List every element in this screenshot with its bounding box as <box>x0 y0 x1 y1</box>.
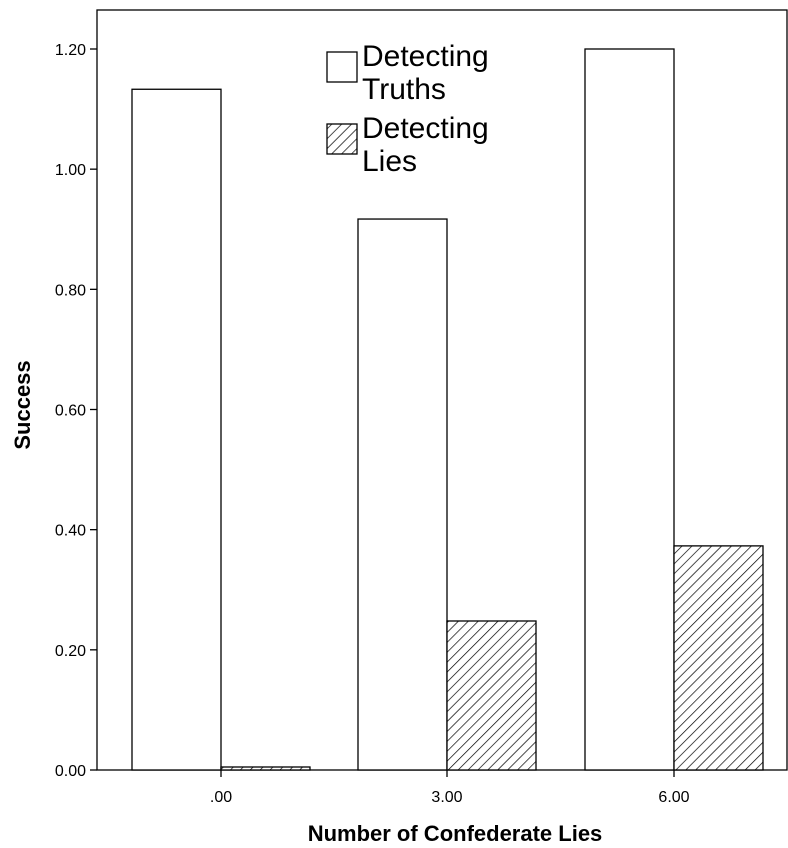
bars <box>131 48 764 771</box>
bar-detecting-truths <box>357 218 448 771</box>
x-axis-title: Number of Confederate Lies <box>308 821 603 846</box>
x-axis: .00 3.00 6.00 <box>210 770 690 806</box>
y-axis-title: Success <box>10 360 35 449</box>
bar-detecting-lies <box>446 620 537 771</box>
legend-label: Detecting <box>362 112 489 145</box>
x-tick-label: .00 <box>210 789 232 806</box>
y-tick-label: 0.40 <box>55 523 86 540</box>
bar-detecting-lies <box>220 766 311 771</box>
legend-label: Lies <box>362 145 417 178</box>
y-tick-label: 0.20 <box>55 643 86 660</box>
x-tick-label: 6.00 <box>658 789 689 806</box>
y-tick-label: 1.20 <box>55 42 86 59</box>
y-tick-label: 1.00 <box>55 162 86 179</box>
legend-swatch-truths <box>326 51 358 83</box>
legend-label: Truths <box>362 73 446 106</box>
x-tick-label: 3.00 <box>431 789 462 806</box>
legend-swatch-lies <box>326 123 358 155</box>
y-tick-label: 0.80 <box>55 282 86 299</box>
y-tick-label: 0.00 <box>55 763 86 780</box>
bar-detecting-lies <box>673 545 764 771</box>
legend-label: Detecting <box>362 40 489 73</box>
bar-detecting-truths <box>131 88 222 771</box>
y-axis: 0.00 0.20 0.40 0.60 0.80 1.00 1.20 <box>55 42 97 780</box>
y-tick-label: 0.60 <box>55 403 86 420</box>
bar-detecting-truths <box>584 48 675 771</box>
